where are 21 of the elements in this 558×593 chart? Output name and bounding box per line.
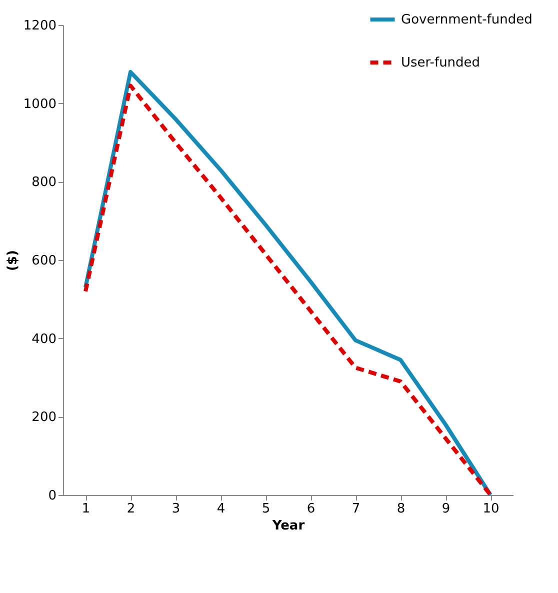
x-tick-label: 4 <box>216 502 226 516</box>
x-tick-label: 6 <box>306 502 316 516</box>
legend-label: User-funded <box>401 56 480 70</box>
x-tick-label: 1 <box>82 502 90 516</box>
x-tick-label: 2 <box>126 502 136 516</box>
y-tick-label: 1000 <box>23 96 56 112</box>
x-tick-label: 10 <box>482 502 500 516</box>
x-axis-title: Year <box>271 518 306 534</box>
y-tick-label: 600 <box>32 254 56 268</box>
x-tick-label: 7 <box>352 502 360 516</box>
x-tick-label: 5 <box>262 502 270 516</box>
y-axis-title: ($) <box>5 250 20 271</box>
y-tick-label: 0 <box>48 488 56 504</box>
y-tick-label: 800 <box>32 175 56 190</box>
x-tick-label: 8 <box>396 502 406 516</box>
x-tick-label: 9 <box>442 502 450 516</box>
y-tick-label: 400 <box>32 332 56 347</box>
y-tick-label: 200 <box>32 410 56 426</box>
x-tick-label: 3 <box>172 502 180 516</box>
y-tick-label: 1200 <box>23 18 56 34</box>
legend-label: Government-funded <box>401 12 532 28</box>
